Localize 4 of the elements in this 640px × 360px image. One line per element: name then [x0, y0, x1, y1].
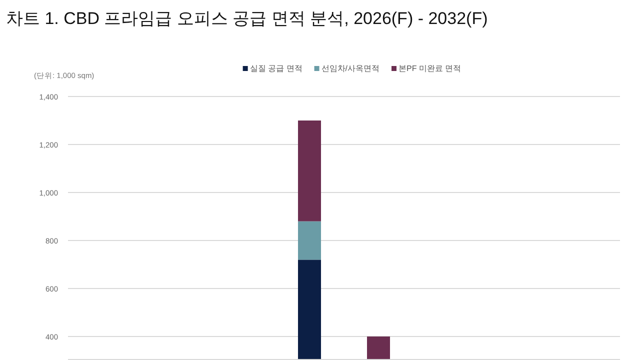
chart-title: 차트 1. CBD 프라임급 오피스 공급 면적 분석, 2026(F) - 2032(F) [6, 9, 488, 28]
legend-label: 선임차/사옥면적 [321, 64, 380, 73]
legend-label: 실질 공급 면적 [250, 64, 302, 73]
legend-label: 본PF 미완료 면적 [398, 64, 462, 73]
